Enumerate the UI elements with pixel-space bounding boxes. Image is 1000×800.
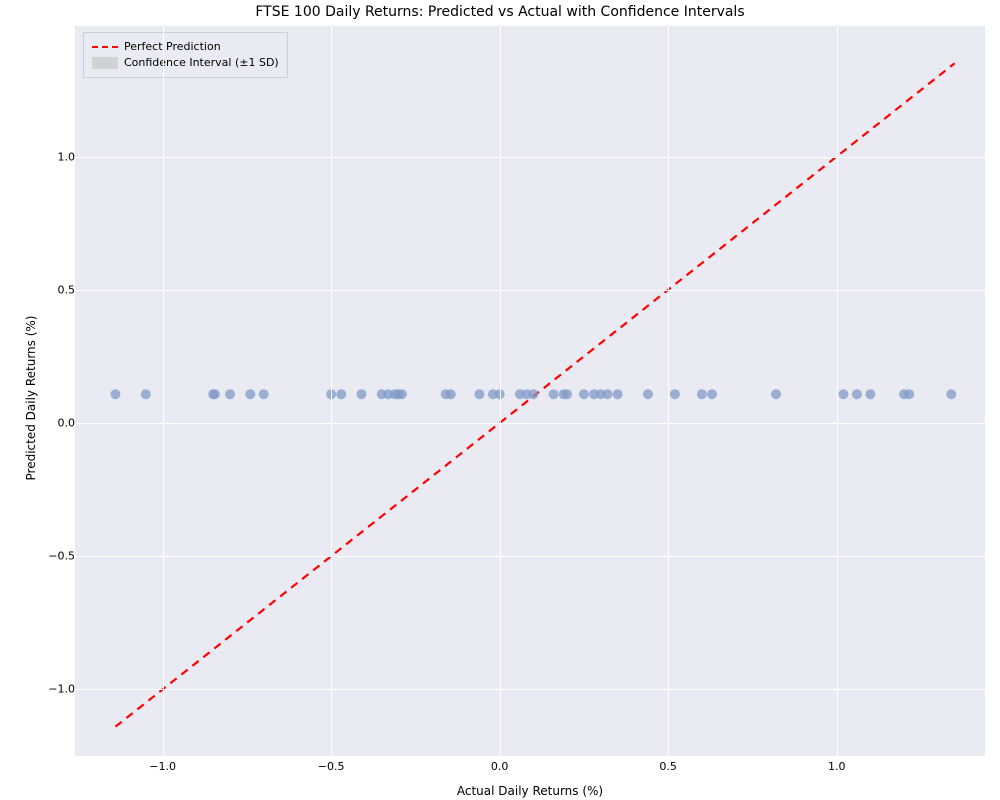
x-tick-label: 0.5 <box>659 760 677 773</box>
y-gridline <box>75 290 985 291</box>
scatter-point <box>670 389 680 399</box>
y-tick-label: 1.0 <box>58 150 76 163</box>
scatter-point <box>446 389 456 399</box>
x-gridline <box>163 26 164 756</box>
x-gridline <box>837 26 838 756</box>
y-tick-label: −0.5 <box>48 550 75 563</box>
y-tick-label: −1.0 <box>48 683 75 696</box>
scatter-point <box>336 389 346 399</box>
scatter-point <box>225 389 235 399</box>
scatter-point <box>110 389 120 399</box>
scatter-point <box>707 389 717 399</box>
x-tick-label: −1.0 <box>149 760 176 773</box>
legend-label: Perfect Prediction <box>124 39 221 55</box>
y-gridline <box>75 157 985 158</box>
scatter-point <box>356 389 366 399</box>
chart-title: FTSE 100 Daily Returns: Predicted vs Act… <box>0 4 1000 20</box>
legend-item: Confidence Interval (±1 SD) <box>92 55 279 71</box>
scatter-point <box>397 389 407 399</box>
scatter-point <box>141 389 151 399</box>
chart-container: FTSE 100 Daily Returns: Predicted vs Act… <box>0 0 1000 800</box>
x-gridline <box>500 26 501 756</box>
x-axis-label: Actual Daily Returns (%) <box>457 784 603 798</box>
legend-swatch-line <box>92 46 118 48</box>
scatter-point <box>603 389 613 399</box>
y-tick-label: 0.5 <box>58 283 76 296</box>
legend: Perfect PredictionConfidence Interval (±… <box>83 32 288 78</box>
x-gridline <box>668 26 669 756</box>
x-tick-label: 1.0 <box>828 760 846 773</box>
scatter-point <box>549 389 559 399</box>
x-tick-label: −0.5 <box>318 760 345 773</box>
scatter-point <box>528 389 538 399</box>
legend-item: Perfect Prediction <box>92 39 279 55</box>
scatter-point <box>946 389 956 399</box>
x-gridline <box>331 26 332 756</box>
scatter-point <box>904 389 914 399</box>
y-tick-label: 0.0 <box>58 416 76 429</box>
scatter-point <box>613 389 623 399</box>
scatter-point <box>852 389 862 399</box>
scatter-point <box>697 389 707 399</box>
legend-swatch-patch <box>92 57 118 69</box>
x-tick-label: 0.0 <box>491 760 509 773</box>
y-gridline <box>75 556 985 557</box>
y-axis-label: Predicted Daily Returns (%) <box>24 316 38 481</box>
scatter-point <box>259 389 269 399</box>
plot-svg <box>75 26 985 756</box>
y-gridline <box>75 423 985 424</box>
scatter-point <box>579 389 589 399</box>
legend-label: Confidence Interval (±1 SD) <box>124 55 279 71</box>
plot-area: Perfect PredictionConfidence Interval (±… <box>75 26 985 756</box>
scatter-point <box>245 389 255 399</box>
scatter-point <box>865 389 875 399</box>
scatter-point <box>562 389 572 399</box>
y-gridline <box>75 689 985 690</box>
scatter-point <box>474 389 484 399</box>
scatter-point <box>838 389 848 399</box>
scatter-point <box>771 389 781 399</box>
scatter-point <box>210 389 220 399</box>
scatter-point <box>643 389 653 399</box>
